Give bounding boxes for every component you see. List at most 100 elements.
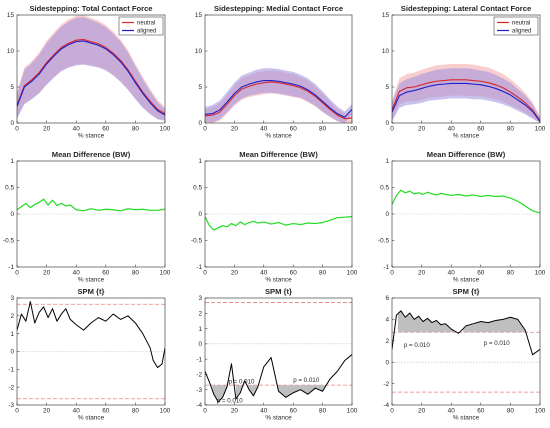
legend-label-aligned: aligned (512, 29, 531, 35)
x-tick-label: 20 (231, 408, 239, 415)
x-tick-label: 80 (132, 270, 140, 277)
plot-area (17, 198, 165, 212)
x-tick-label: 20 (418, 408, 426, 415)
x-axis-label: % stance (265, 277, 292, 284)
aligned-line (17, 40, 165, 116)
y-tick-label: 0 (10, 120, 14, 127)
x-tick-label: 100 (347, 270, 358, 277)
y-tick-label: 5 (10, 84, 14, 91)
y-tick-label: 0 (10, 349, 14, 356)
x-tick-label: 100 (160, 270, 171, 277)
y-tick-label: 1 (385, 158, 389, 165)
x-tick-label: 80 (507, 408, 515, 415)
y-tick-label: 0.5 (380, 185, 389, 192)
p-value-label: p = 0.010 (217, 397, 244, 404)
x-tick-label: 20 (43, 126, 51, 133)
lateral_force-panel: Sidestepping: Lateral Contact Force 0 20 40… (382, 4, 546, 140)
y-tick-label: 0 (10, 211, 14, 218)
y-tick-label: 5 (385, 84, 389, 91)
neutral-line (205, 81, 352, 120)
x-tick-label: 100 (535, 408, 546, 415)
x-tick-label: 100 (160, 126, 171, 133)
x-tick-label: 0 (203, 126, 207, 133)
x-tick-label: 0 (390, 270, 394, 277)
x-tick-label: 80 (507, 126, 515, 133)
panel-title: Mean Difference (BW) (239, 150, 318, 159)
aligned-band (17, 17, 165, 121)
x-tick-label: 100 (535, 126, 546, 133)
x-tick-label: 20 (418, 270, 426, 277)
panel-title: Sidestepping: Medial Contact Force (214, 4, 343, 13)
data-line (205, 354, 352, 403)
y-tick-label: -3 (8, 402, 14, 409)
x-tick-label: 60 (290, 126, 298, 133)
y-tick-label: 0 (198, 120, 202, 127)
x-tick-label: 100 (160, 408, 171, 415)
y-tick-label: 10 (382, 48, 390, 55)
x-tick-label: 100 (535, 270, 546, 277)
x-tick-label: 80 (507, 270, 515, 277)
data-line (17, 301, 165, 369)
y-tick-label: 0 (198, 211, 202, 218)
x-tick-label: 100 (347, 408, 358, 415)
legend: neutral aligned (493, 16, 539, 36)
data-line (392, 189, 540, 214)
y-tick-label: 15 (195, 12, 203, 19)
cluster-fill-1 (397, 310, 455, 333)
x-axis-label: % stance (453, 133, 480, 140)
p-value-label: p = 0.010 (229, 378, 256, 385)
x-tick-label: 60 (102, 408, 110, 415)
y-tick-label: 1 (198, 326, 202, 333)
x-tick-label: 60 (290, 408, 298, 415)
x-tick-label: 40 (260, 270, 268, 277)
y-tick-label: 0 (385, 211, 389, 218)
x-tick-label: 40 (260, 408, 268, 415)
x-tick-label: 20 (231, 126, 239, 133)
y-tick-label: 15 (7, 12, 15, 19)
y-tick-label: 1 (198, 158, 202, 165)
x-axis-label: % stance (78, 133, 105, 140)
y-tick-label: -2 (8, 384, 14, 391)
plot-area (392, 310, 540, 356)
medial_spm-panel: SPM {t} 0 20 40 60 80 100 -4 -3 -2 -1 0 1 2 3 % stance p… (196, 287, 357, 422)
x-tick-label: 40 (73, 270, 81, 277)
y-tick-label: 1 (10, 331, 14, 338)
x-axis-label: % stance (453, 415, 480, 422)
x-tick-label: 40 (260, 126, 268, 133)
total_diff-panel: Mean Difference (BW) 0 20 40 60 80 100 -1 -0.5 0 0… (3, 150, 171, 284)
y-tick-label: -1 (8, 264, 14, 271)
aligned-line (392, 82, 540, 122)
panel-title: Sidestepping: Lateral Contact Force (401, 4, 531, 13)
y-tick-label: -1 (383, 264, 389, 271)
y-tick-label: -0.5 (378, 238, 389, 245)
x-tick-label: 40 (448, 408, 456, 415)
x-tick-label: 0 (390, 408, 394, 415)
x-tick-label: 80 (132, 126, 140, 133)
total_force-panel: Sidestepping: Total Contact Force 0 20 40 60… (7, 4, 171, 140)
p-value-label: p = 0.010 (484, 340, 511, 347)
panel-title: SPM {t} (452, 287, 479, 296)
x-tick-label: 20 (231, 270, 239, 277)
y-tick-label: 3 (198, 295, 202, 302)
axes-box (391, 14, 541, 124)
x-tick-label: 0 (203, 270, 207, 277)
y-tick-label: -1 (8, 367, 14, 374)
x-axis-label: % stance (78, 277, 105, 284)
y-tick-label: 6 (385, 295, 389, 302)
x-tick-label: 40 (448, 126, 456, 133)
data-line (205, 216, 352, 231)
x-tick-label: 60 (290, 270, 298, 277)
p-value-label: p = 0.010 (293, 377, 320, 384)
panel-title: SPM {t} (77, 287, 104, 296)
plot-area (392, 189, 540, 214)
x-axis-label: % stance (265, 133, 292, 140)
x-tick-label: 40 (73, 408, 81, 415)
y-tick-label: 10 (7, 48, 15, 55)
x-tick-label: 0 (15, 126, 19, 133)
y-tick-label: -2 (383, 381, 389, 388)
x-tick-label: 100 (347, 126, 358, 133)
y-tick-label: 2 (385, 338, 389, 345)
medial_force-panel: Sidestepping: Medial Contact Force 0 20 40 6… (195, 4, 358, 140)
x-axis-label: % stance (453, 277, 480, 284)
